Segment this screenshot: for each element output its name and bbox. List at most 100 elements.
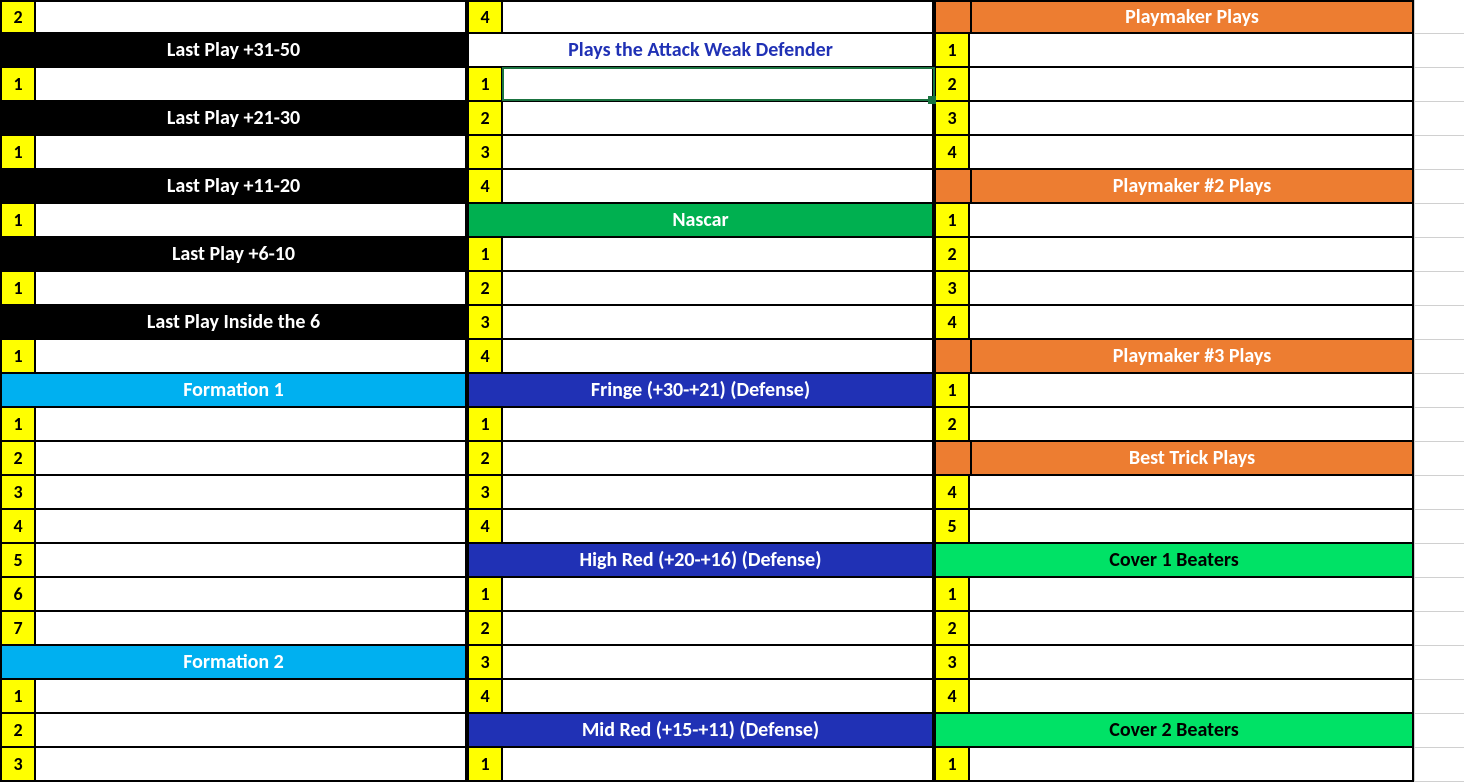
- row-number[interactable]: 1: [934, 374, 970, 406]
- section-header[interactable]: Last Play +31-50: [0, 34, 467, 66]
- row-number[interactable]: 3: [934, 272, 970, 304]
- row-number[interactable]: 2: [0, 442, 36, 474]
- section-header[interactable]: Best Trick Plays: [970, 442, 1414, 474]
- data-cell[interactable]: [36, 544, 467, 576]
- data-cell[interactable]: [36, 408, 467, 440]
- empty-cell[interactable]: [1415, 408, 1464, 442]
- data-cell[interactable]: [36, 68, 467, 100]
- data-cell[interactable]: [503, 2, 934, 32]
- empty-cell[interactable]: [1415, 646, 1464, 680]
- row-number[interactable]: 4: [467, 2, 503, 32]
- data-cell[interactable]: [36, 578, 467, 610]
- data-cell[interactable]: [970, 238, 1414, 270]
- data-cell[interactable]: [970, 102, 1414, 134]
- data-cell[interactable]: [970, 612, 1414, 644]
- row-number[interactable]: 3: [467, 306, 503, 338]
- section-header[interactable]: Cover 1 Beaters: [934, 544, 1414, 576]
- section-header[interactable]: Playmaker #2 Plays: [970, 170, 1414, 202]
- section-header[interactable]: Formation 1: [0, 374, 467, 406]
- row-number[interactable]: 4: [0, 510, 36, 542]
- empty-cell[interactable]: [1415, 476, 1464, 510]
- empty-cell[interactable]: [1415, 68, 1464, 102]
- empty-cell[interactable]: [1415, 680, 1464, 714]
- empty-cell[interactable]: [1415, 748, 1464, 782]
- data-cell[interactable]: [36, 510, 467, 542]
- data-cell[interactable]: [503, 340, 934, 372]
- row-number[interactable]: 4: [934, 136, 970, 168]
- section-header[interactable]: Mid Red (+15-+11) (Defense): [467, 714, 934, 746]
- data-cell[interactable]: [36, 136, 467, 168]
- row-number[interactable]: 2: [0, 714, 36, 746]
- data-cell[interactable]: [503, 408, 934, 440]
- section-header[interactable]: Cover 2 Beaters: [934, 714, 1414, 746]
- row-number[interactable]: 4: [934, 476, 970, 508]
- data-cell[interactable]: [503, 578, 934, 610]
- row-number[interactable]: 1: [934, 34, 970, 66]
- row-number[interactable]: 3: [0, 476, 36, 508]
- data-cell[interactable]: [36, 272, 467, 304]
- row-number[interactable]: 5: [934, 510, 970, 542]
- empty-cell[interactable]: [1415, 170, 1464, 204]
- data-cell[interactable]: [503, 136, 934, 168]
- row-number[interactable]: 3: [934, 646, 970, 678]
- empty-cell[interactable]: [1415, 340, 1464, 374]
- empty-cell[interactable]: [1415, 374, 1464, 408]
- empty-cell[interactable]: [1415, 306, 1464, 340]
- data-cell[interactable]: [503, 646, 934, 678]
- row-number[interactable]: 1: [0, 340, 36, 372]
- empty-cell[interactable]: [1415, 612, 1464, 646]
- row-number[interactable]: 2: [934, 68, 970, 100]
- data-cell[interactable]: [970, 680, 1414, 712]
- row-number[interactable]: 1: [467, 578, 503, 610]
- data-cell[interactable]: [970, 306, 1414, 338]
- data-cell[interactable]: [503, 272, 934, 304]
- data-cell[interactable]: [970, 34, 1414, 66]
- row-number[interactable]: 2: [467, 442, 503, 474]
- data-cell[interactable]: [503, 476, 934, 508]
- row-number[interactable]: 2: [0, 2, 36, 32]
- row-number[interactable]: 1: [0, 136, 36, 168]
- row-number[interactable]: 1: [0, 68, 36, 100]
- section-header[interactable]: Last Play +6-10: [0, 238, 467, 270]
- row-number[interactable]: 4: [934, 680, 970, 712]
- row-number[interactable]: 2: [934, 408, 970, 440]
- row-number[interactable]: 1: [467, 238, 503, 270]
- data-cell[interactable]: [970, 408, 1414, 440]
- section-header[interactable]: Last Play +11-20: [0, 170, 467, 202]
- data-cell[interactable]: [970, 510, 1414, 542]
- row-number[interactable]: 1: [467, 68, 503, 100]
- row-number[interactable]: 1: [467, 408, 503, 440]
- row-number[interactable]: 6: [0, 578, 36, 610]
- data-cell[interactable]: [503, 102, 934, 134]
- row-number[interactable]: 1: [934, 204, 970, 236]
- empty-cell[interactable]: [1415, 578, 1464, 612]
- row-number[interactable]: 1: [0, 272, 36, 304]
- row-number[interactable]: 4: [467, 680, 503, 712]
- data-cell[interactable]: [36, 476, 467, 508]
- data-cell[interactable]: [36, 442, 467, 474]
- empty-cell[interactable]: [1415, 34, 1464, 68]
- section-header[interactable]: Playmaker Plays: [970, 2, 1414, 32]
- section-header[interactable]: High Red (+20-+16) (Defense): [467, 544, 934, 576]
- empty-cell[interactable]: [1415, 238, 1464, 272]
- active-cell[interactable]: [503, 68, 934, 100]
- row-number[interactable]: 1: [467, 748, 503, 780]
- data-cell[interactable]: [503, 748, 934, 780]
- data-cell[interactable]: [970, 374, 1414, 406]
- row-number[interactable]: 2: [934, 238, 970, 270]
- empty-cell[interactable]: [1415, 204, 1464, 238]
- data-cell[interactable]: [503, 238, 934, 270]
- row-number[interactable]: 1: [0, 204, 36, 236]
- data-cell[interactable]: [970, 204, 1414, 236]
- data-cell[interactable]: [36, 2, 467, 32]
- data-cell[interactable]: [970, 646, 1414, 678]
- empty-cell[interactable]: [1415, 272, 1464, 306]
- section-header[interactable]: Playmaker #3 Plays: [970, 340, 1414, 372]
- data-cell[interactable]: [503, 612, 934, 644]
- row-number[interactable]: 2: [467, 102, 503, 134]
- row-number[interactable]: 3: [467, 476, 503, 508]
- row-number[interactable]: 3: [0, 748, 36, 780]
- data-cell[interactable]: [36, 714, 467, 746]
- row-number[interactable]: 1: [934, 578, 970, 610]
- empty-cell[interactable]: [1415, 544, 1464, 578]
